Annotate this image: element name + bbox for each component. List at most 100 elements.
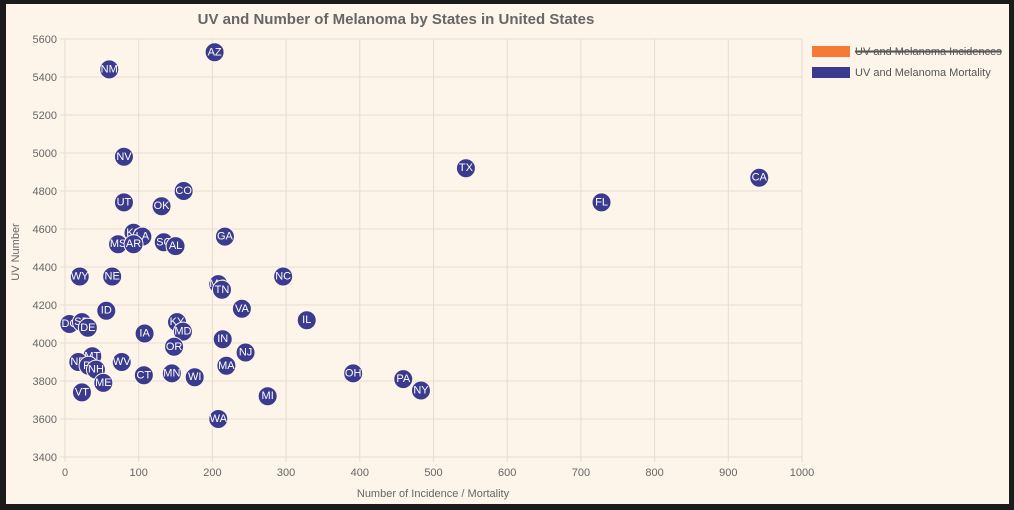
data-point[interactable]: IA	[134, 323, 155, 344]
data-point[interactable]: FL	[591, 192, 612, 213]
point-label: OK	[154, 200, 171, 212]
data-point[interactable]: CO	[173, 181, 194, 201]
data-point[interactable]: ME	[93, 372, 114, 393]
point-marker	[111, 352, 132, 372]
data-point[interactable]: WY	[69, 266, 90, 287]
x-axis-label: Number of Incidence / Mortality	[357, 488, 510, 500]
point-label: TX	[459, 162, 474, 174]
point-label: AZ	[208, 46, 222, 58]
data-point[interactable]: NE	[102, 266, 123, 287]
y-tick-label: 4600	[33, 224, 57, 236]
data-point[interactable]: CT	[133, 365, 154, 386]
data-point[interactable]: PA	[393, 369, 414, 390]
legend-item-mortality[interactable]: UV and Melanoma Mortality	[812, 67, 991, 79]
point-label: AL	[169, 240, 182, 252]
data-point[interactable]: ID	[96, 300, 117, 321]
y-tick-label: 3800	[33, 376, 57, 388]
data-point[interactable]: NC	[273, 266, 294, 287]
x-tick-label: 300	[277, 467, 295, 479]
point-marker	[69, 266, 90, 287]
data-point[interactable]: MN	[161, 363, 182, 384]
point-marker	[591, 192, 612, 213]
scatter-chart: UV and Number of Melanoma by States in U…	[10, 11, 1002, 500]
data-point[interactable]: WA	[208, 409, 229, 429]
point-marker	[273, 266, 294, 287]
legend-label-incidences: UV and Melanoma Incidences	[855, 46, 1002, 58]
x-tick-label: 100	[130, 467, 148, 479]
axis-ticks: 0 100 200 300 400 500 600 700 800 900 1000 3400 3600…	[33, 34, 815, 479]
data-point[interactable]: CA	[749, 167, 770, 188]
data-point[interactable]: OH	[343, 363, 364, 384]
data-point[interactable]: VA	[231, 298, 252, 319]
data-point[interactable]: UT	[113, 192, 134, 213]
point-label: NJ	[239, 347, 252, 359]
data-point[interactable]: NJ	[235, 342, 256, 363]
point-label: OR	[166, 341, 183, 353]
data-point[interactable]: OK	[151, 196, 172, 217]
point-marker	[123, 234, 144, 255]
point-label: IA	[139, 328, 150, 340]
data-point[interactable]: VT	[71, 382, 92, 403]
point-label: WI	[188, 371, 201, 383]
data-point[interactable]: GA	[214, 226, 235, 247]
y-tick-label: 5000	[33, 148, 57, 160]
point-marker	[296, 310, 317, 331]
point-label: TN	[215, 284, 230, 296]
data-point[interactable]: TN	[211, 279, 232, 300]
y-tick-label: 4400	[33, 262, 57, 274]
point-marker	[134, 323, 155, 344]
point-marker	[184, 367, 205, 388]
grid	[60, 38, 803, 462]
point-marker	[208, 409, 229, 429]
data-point[interactable]: MS	[108, 234, 129, 255]
point-marker	[216, 355, 237, 376]
point-label: PA	[396, 373, 411, 385]
point-marker	[211, 279, 232, 300]
data-point[interactable]: NY	[410, 380, 431, 401]
point-marker	[99, 59, 120, 80]
legend-swatch-mortality	[812, 67, 850, 78]
point-label: NE	[105, 271, 120, 283]
data-point[interactable]: AZ	[204, 42, 225, 63]
point-label: NY	[413, 385, 429, 397]
data-point[interactable]: WI	[184, 367, 205, 388]
data-point[interactable]: AR	[123, 234, 144, 255]
data-point[interactable]: WV	[111, 352, 132, 372]
data-point[interactable]: AL	[165, 236, 186, 257]
point-label: GA	[217, 231, 234, 243]
point-marker	[204, 42, 225, 63]
x-tick-label: 200	[203, 467, 221, 479]
data-point[interactable]: IN	[212, 329, 233, 350]
point-marker	[214, 226, 235, 247]
point-marker	[749, 167, 770, 188]
point-marker	[343, 363, 364, 384]
legend-swatch-incidences	[812, 46, 850, 57]
legend-item-incidences[interactable]: UV and Melanoma Incidences	[812, 46, 1002, 58]
point-label: CT	[137, 369, 152, 381]
point-label: WY	[71, 271, 89, 283]
data-point[interactable]: IL	[296, 310, 317, 331]
y-tick-label: 5600	[33, 34, 57, 46]
point-label: IN	[217, 333, 228, 345]
point-marker	[96, 300, 117, 321]
point-marker	[71, 382, 92, 403]
data-point[interactable]: MI	[257, 386, 278, 407]
point-label: MI	[262, 390, 274, 402]
x-tick-label: 800	[645, 467, 663, 479]
data-point[interactable]: TX	[455, 158, 476, 179]
data-point[interactable]: NV	[113, 146, 134, 167]
point-marker	[113, 146, 134, 167]
data-point[interactable]: MA	[216, 355, 237, 376]
point-label: MS	[110, 238, 127, 250]
x-tick-label: 900	[719, 467, 737, 479]
x-tick-label: 0	[62, 467, 68, 479]
data-point[interactable]: OR	[164, 336, 185, 357]
data-point[interactable]: DE	[77, 317, 98, 338]
legend: UV and Melanoma Incidences UV and Melano…	[812, 46, 1002, 79]
x-tick-label: 600	[498, 467, 516, 479]
point-label: MD	[174, 326, 191, 338]
point-label: MA	[218, 360, 235, 372]
data-point[interactable]: MD	[172, 321, 193, 342]
point-label: IL	[302, 314, 311, 326]
data-point[interactable]: NM	[99, 59, 120, 80]
